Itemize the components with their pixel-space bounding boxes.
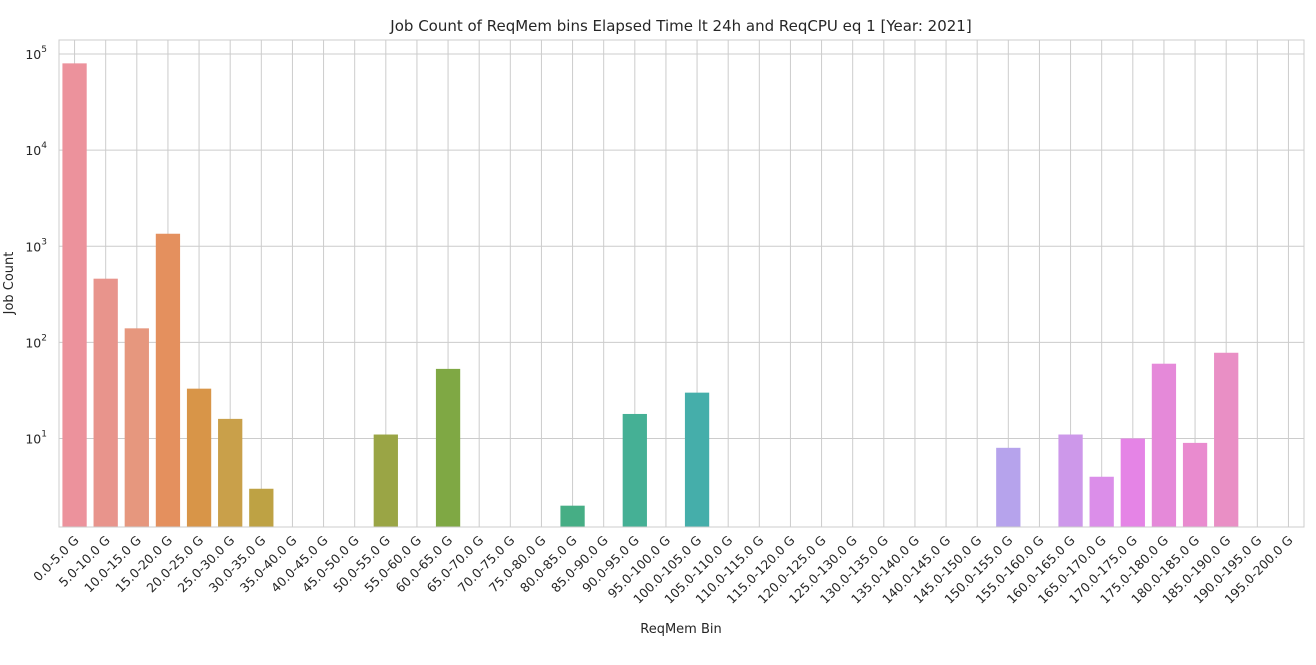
bar [1058,434,1083,527]
bar [1089,476,1114,527]
bar [1214,352,1239,527]
chart-title: Job Count of ReqMem bins Elapsed Time lt… [389,17,971,35]
bar [124,328,149,527]
bar [1151,363,1177,527]
y-tick-label: 101 [25,429,47,446]
bar [93,278,118,527]
plot-frame [58,39,1305,528]
bar [996,447,1021,527]
bar [1120,438,1145,527]
y-axis-ticks: 101 102 103 104 105 [25,45,47,446]
y-tick-label: 102 [25,333,47,350]
y-axis-label: Job Count [2,252,17,316]
y-tick-label: 105 [25,45,47,62]
bar [249,488,274,527]
y-tick-label: 104 [25,141,47,158]
bar [684,392,710,527]
bar [373,434,398,527]
bar [186,388,212,527]
bar [62,63,87,528]
bar [435,368,461,527]
grid-lines [59,40,1304,527]
bar [622,413,647,527]
bar [155,233,181,527]
bar [560,505,585,527]
bar [1182,442,1208,527]
bars [62,63,1239,528]
bar [218,418,243,527]
y-tick-label: 103 [25,237,47,254]
x-axis-label: ReqMem Bin [640,622,721,637]
x-axis-ticks: 0.0-5.0 G5.0-10.0 G10.0-15.0 G15.0-20.0 … [30,533,1295,607]
